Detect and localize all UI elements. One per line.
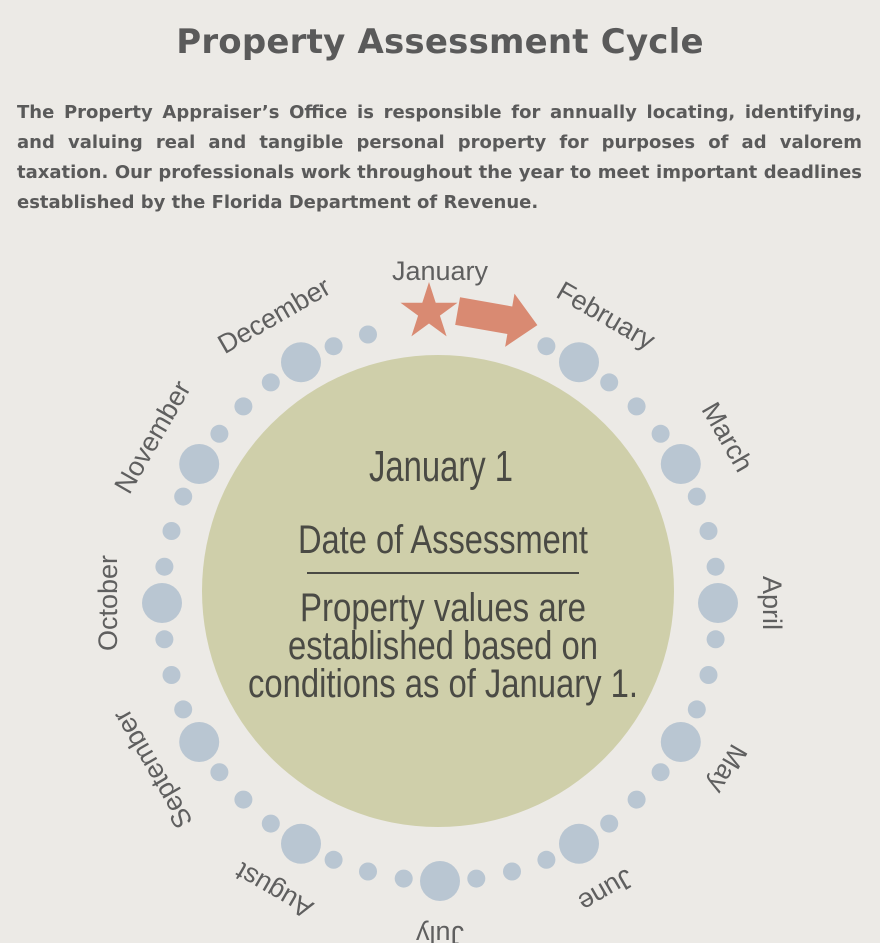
- month-marker-dot: [559, 823, 599, 864]
- month-marker-dot: [420, 861, 460, 901]
- timeline-dot: [537, 337, 556, 356]
- arrow-right-icon: [455, 293, 538, 347]
- timeline-dot: [210, 424, 229, 443]
- timeline-dot: [627, 790, 646, 809]
- month-label-february: February: [552, 276, 661, 356]
- timeline-dot: [600, 814, 619, 833]
- month-label-june: June: [573, 863, 639, 918]
- month-label-january: January: [392, 256, 489, 286]
- timeline-dot: [162, 522, 181, 540]
- timeline-dot: [537, 850, 556, 869]
- timeline-dot: [699, 522, 718, 540]
- center-description-line: established based on: [288, 624, 598, 668]
- month-marker-dot: [698, 583, 738, 623]
- star-icon: [400, 282, 458, 337]
- timeline-dot: [359, 862, 377, 881]
- timeline-dot: [155, 557, 174, 576]
- month-marker-dot: [142, 583, 182, 623]
- timeline-dot: [651, 763, 670, 782]
- month-label-may: May: [701, 739, 753, 799]
- timeline-dot: [359, 325, 377, 344]
- timeline-dot: [261, 814, 280, 833]
- timeline-dot: [394, 869, 413, 888]
- month-label-november: November: [108, 376, 196, 499]
- month-label-march: March: [696, 397, 759, 477]
- month-marker-dot: [179, 722, 220, 762]
- timeline-dot: [467, 869, 486, 888]
- month-label-april: April: [757, 576, 787, 630]
- month-label-july: July: [415, 920, 464, 943]
- month-label-august: August: [230, 856, 318, 924]
- timeline-dot: [699, 666, 718, 684]
- timeline-dot: [706, 557, 725, 576]
- timeline-dot: [234, 790, 253, 809]
- month-marker-dot: [281, 342, 321, 383]
- month-marker-dot: [179, 444, 220, 484]
- timeline-dot: [324, 337, 343, 356]
- month-marker-dot: [281, 823, 321, 864]
- timeline-dot: [210, 763, 229, 782]
- timeline-dots: [142, 325, 738, 901]
- timeline-dot: [261, 373, 280, 392]
- center-event: Date of Assessment: [298, 518, 588, 562]
- page-title: Property Assessment Cycle: [176, 22, 704, 62]
- timeline-dot: [503, 862, 521, 881]
- month-label-december: December: [213, 271, 336, 359]
- center-description-line: conditions as of January 1.: [248, 662, 638, 706]
- timeline-dot: [687, 487, 706, 506]
- month-label-september: September: [107, 704, 199, 833]
- timeline-dot: [706, 630, 725, 649]
- timeline-dot: [687, 700, 706, 719]
- timeline-dot: [324, 850, 343, 869]
- month-marker-dot: [660, 444, 701, 484]
- timeline-dot: [651, 424, 670, 443]
- center-date: January 1: [369, 442, 513, 491]
- center-description-line: Property values are: [300, 586, 586, 630]
- timeline-dot: [162, 666, 181, 684]
- month-label-october: October: [93, 555, 123, 651]
- timeline-dot: [155, 630, 174, 649]
- month-marker-dot: [660, 722, 701, 762]
- timeline-dot: [600, 373, 619, 392]
- center-circle: [202, 355, 674, 827]
- timeline-dot: [174, 700, 193, 719]
- timeline-dot: [174, 487, 193, 506]
- intro-paragraph: The Property Appraiser’s Office is respo…: [17, 102, 862, 213]
- timeline-dot: [627, 397, 646, 416]
- month-marker-dot: [559, 342, 599, 383]
- timeline-dot: [234, 397, 253, 416]
